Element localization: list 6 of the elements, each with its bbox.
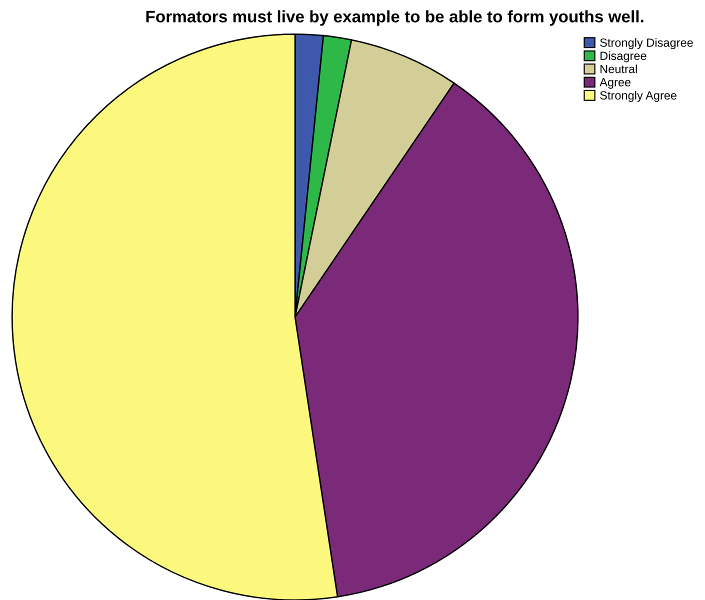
legend-label: Strongly Agree: [600, 90, 676, 102]
legend-label: Strongly Disagree: [600, 38, 693, 50]
chart-title: Formators must live by example to be able to form youths well.: [146, 10, 644, 26]
legend-label: Disagree: [600, 51, 646, 62]
legend-label: Agree: [600, 78, 631, 89]
legend-label: Neutral: [600, 64, 637, 74]
